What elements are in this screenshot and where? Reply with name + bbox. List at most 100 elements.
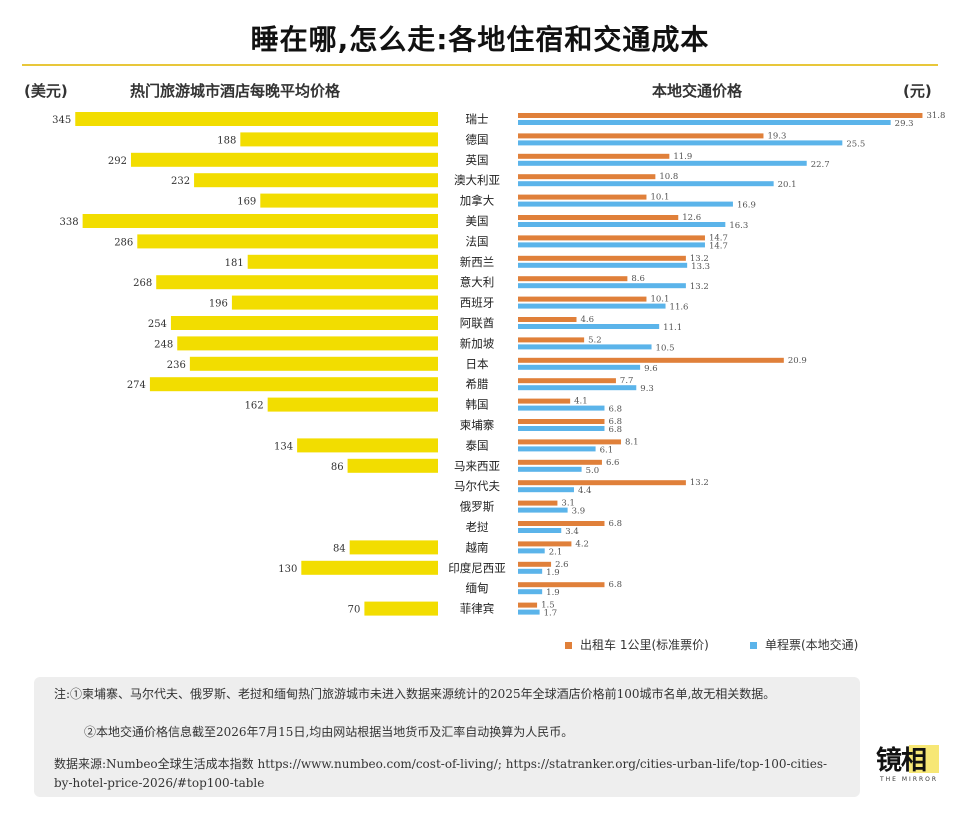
ticket-value-label: 11.6: [670, 303, 689, 313]
hotel-value-label: 196: [209, 299, 228, 310]
hotel-bar: [240, 132, 438, 147]
taxi-value-label: 6.8: [608, 580, 622, 590]
right-chart-title: 本地交通价格: [652, 82, 743, 100]
ticket-bar: [518, 487, 574, 493]
taxi-value-label: 6.6: [606, 458, 620, 468]
taxi-bar: [518, 541, 572, 547]
hotel-value-label: 292: [108, 156, 127, 167]
ticket-value-label: 25.5: [846, 139, 865, 149]
ticket-value-label: 20.1: [778, 180, 797, 190]
hotel-bar: [177, 336, 438, 351]
category-label: 柬埔寨: [460, 418, 495, 432]
category-label: 德国: [466, 132, 489, 146]
ticket-value-label: 22.7: [811, 160, 830, 170]
hotel-value-label: 86: [331, 462, 344, 473]
ticket-bar: [518, 466, 582, 472]
ticket-bar: [518, 181, 774, 187]
taxi-value-label: 10.1: [650, 295, 669, 305]
ticket-value-label: 9.3: [640, 384, 654, 394]
ticket-bar: [518, 426, 605, 431]
ticket-bar: [518, 528, 562, 533]
taxi-bar: [518, 480, 686, 486]
category-label: 英国: [466, 153, 489, 167]
ticket-bar: [518, 548, 545, 554]
ticket-value-label: 16.9: [737, 201, 756, 211]
category-label: 瑞士: [466, 112, 489, 126]
taxi-value-label: 10.8: [659, 172, 678, 182]
category-label: 泰国: [466, 438, 489, 452]
taxi-value-label: 7.7: [620, 376, 634, 386]
taxi-value-label: 3.1: [561, 499, 575, 509]
hotel-value-label: 134: [274, 441, 293, 452]
data-source-note: 数据来源:Numbeo全球生活成本指数 https://www.numbeo.c…: [54, 757, 828, 790]
hotel-bar: [301, 560, 438, 575]
taxi-value-label: 1.5: [541, 601, 555, 611]
ticket-bar: [518, 405, 605, 411]
ticket-bar: [518, 609, 540, 615]
ticket-bar: [518, 446, 596, 452]
taxi-bar: [518, 378, 616, 384]
taxi-value-label: 11.9: [673, 152, 692, 162]
ticket-bar: [518, 568, 543, 574]
ticket-value-label: 5.0: [586, 466, 600, 476]
chart-canvas: 瑞士 345 31.8 29.3 德国 188 19.3 25.5 英国 292 11.9 22.7 澳…: [52, 111, 945, 619]
ticket-value-label: 10.5: [656, 343, 675, 353]
taxi-value-label: 20.9: [788, 356, 807, 366]
taxi-bar: [518, 296, 647, 302]
category-label: 印度尼西亚: [448, 561, 506, 575]
ticket-value-label: 3.4: [565, 527, 579, 537]
taxi-value-label: 4.1: [574, 397, 588, 407]
ticket-bar: [518, 283, 686, 289]
taxi-value-label: 13.2: [690, 478, 709, 488]
ticket-value-label: 6.8: [608, 425, 622, 435]
ticket-value-label: 1.7: [544, 609, 558, 619]
left-chart-title: 热门旅游城市酒店每晚平均价格: [130, 82, 341, 100]
taxi-bar: [518, 194, 647, 200]
hotel-value-label: 188: [217, 135, 236, 146]
ticket-value-label: 2.1: [549, 547, 563, 557]
taxi-bar: [518, 337, 585, 343]
category-label: 新加坡: [460, 336, 495, 350]
hotel-value-label: 162: [245, 401, 264, 412]
taxi-value-label: 8.6: [631, 274, 645, 284]
ticket-value-label: 1.9: [546, 568, 560, 578]
hotel-bar: [364, 601, 438, 616]
category-label: 意大利: [460, 275, 495, 289]
title-rule: [22, 64, 938, 66]
hotel-value-label: 274: [127, 380, 146, 391]
taxi-value-label: 19.3: [767, 131, 786, 141]
hotel-bar: [75, 112, 438, 126]
hotel-value-label: 338: [60, 217, 79, 228]
category-label: 老挝: [466, 520, 489, 534]
taxi-value-label: 2.6: [555, 560, 569, 570]
taxi-bar: [518, 174, 656, 180]
hotel-bar: [347, 458, 438, 473]
legend-taxi-swatch: [565, 642, 572, 649]
category-label: 缅甸: [466, 581, 489, 595]
page-title: 睡在哪,怎么走:各地住宿和交通成本: [250, 23, 710, 56]
hotel-value-label: 84: [333, 543, 346, 554]
ticket-bar: [518, 140, 843, 146]
ticket-value-label: 13.3: [691, 262, 710, 272]
category-label: 日本: [466, 357, 489, 371]
hotel-bar: [189, 356, 438, 371]
taxi-bar: [518, 153, 670, 159]
logo-text: 镜相: [876, 746, 927, 776]
hotel-bar: [231, 295, 438, 310]
category-label: 法国: [466, 234, 489, 248]
ticket-value-label: 4.4: [578, 486, 592, 496]
legend-ticket-label: 单程票(本地交通): [765, 638, 859, 652]
hotel-value-label: 248: [154, 339, 173, 350]
ticket-value-label: 13.2: [690, 282, 709, 292]
hotel-bar: [149, 377, 438, 392]
ticket-bar: [518, 324, 660, 329]
ticket-bar: [518, 364, 641, 370]
taxi-value-label: 6.8: [608, 417, 622, 427]
taxi-value-label: 14.7: [709, 233, 728, 243]
left-unit-label: (美元): [24, 82, 68, 100]
hotel-bar: [297, 438, 438, 453]
hotel-bar: [170, 316, 439, 330]
taxi-value-label: 13.2: [690, 254, 709, 264]
ticket-value-label: 29.3: [895, 119, 914, 129]
hotel-bar: [349, 540, 438, 555]
